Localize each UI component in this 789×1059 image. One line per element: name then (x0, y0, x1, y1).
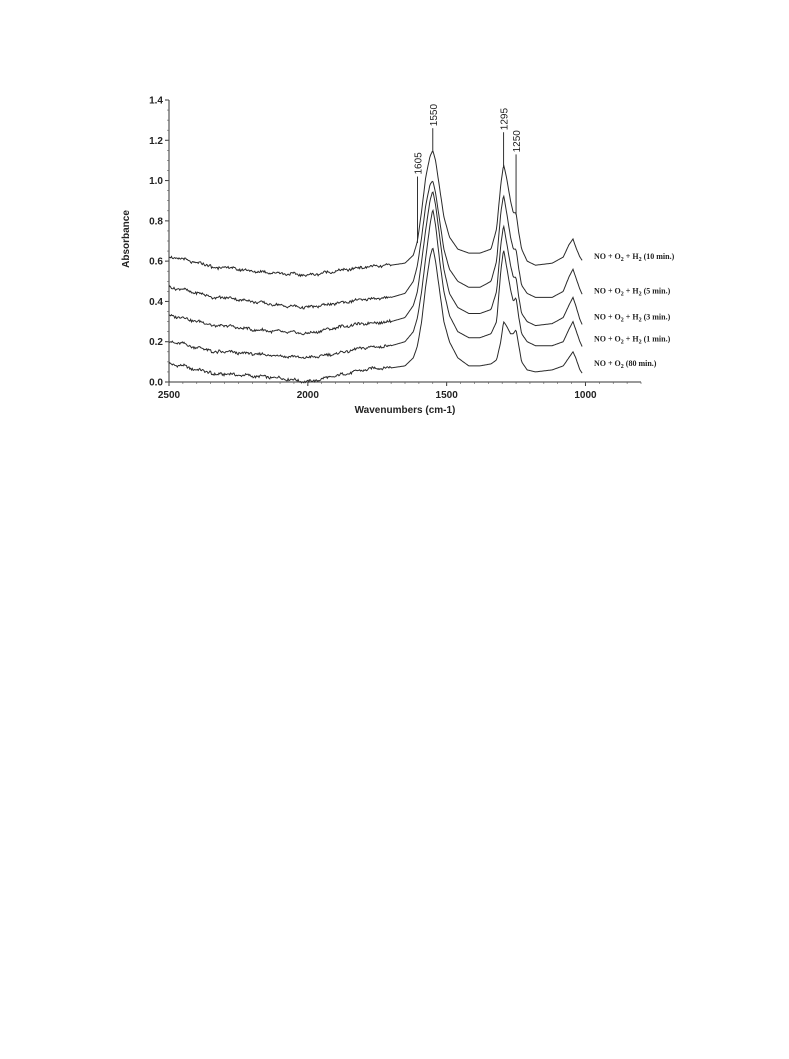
series-line (169, 150, 583, 278)
legend-subscript: 2 (621, 318, 624, 324)
legend-label: NO + O2 + H2 (10 min.) (594, 252, 675, 263)
legend-text-part: (80 min.) (624, 359, 657, 368)
legend-text-part: + H (624, 286, 640, 295)
legend-text-part: (5 min.) (642, 286, 671, 295)
legend-subscript: 2 (621, 364, 624, 370)
series-line (168, 191, 583, 336)
axes: 0.0 0.2 0.4 0.6 0.8 1.0 1.2 1.4 2500 2000 1500 1000 (149, 96, 642, 401)
legend-label: NO + O2 + H2 (5 min.) (594, 286, 671, 297)
legend-subscript: 2 (639, 340, 642, 346)
y-tick-label: 1.2 (149, 136, 163, 147)
legend-subscript: 2 (621, 291, 624, 297)
y-tick-label: 0.4 (149, 297, 163, 308)
legend-text-part: NO + O (594, 313, 621, 322)
y-tick-label: 0.6 (149, 257, 163, 268)
x-axis-title: Wavenumbers (cm-1) (355, 405, 456, 416)
y-tick-label: 1.0 (149, 176, 163, 187)
series-group (168, 150, 583, 384)
series-line (168, 208, 583, 359)
legend-text-part: (10 min.) (642, 252, 675, 261)
y-axis-title: Absorbance (121, 210, 132, 268)
legend-subscript: 2 (639, 257, 642, 263)
legend-text-part: (3 min.) (642, 313, 671, 322)
peak-label: 1550 (429, 104, 440, 127)
x-tick-label: 2500 (158, 390, 181, 401)
peak-label: 1250 (512, 130, 523, 153)
legend-subscript: 2 (639, 291, 642, 297)
x-tick-label: 1000 (574, 390, 597, 401)
y-tick-label: 0.2 (149, 337, 163, 348)
y-tick-label: 0.8 (149, 216, 163, 227)
legend-subscript: 2 (621, 257, 624, 263)
legend-text-part: NO + O (594, 335, 621, 344)
legend-subscript: 2 (621, 340, 624, 346)
x-tick-label: 1500 (436, 390, 459, 401)
legend: NO + O2 (80 min.)NO + O2 + H2 (1 min.)NO… (594, 252, 675, 370)
legend-text-part: NO + O (594, 359, 621, 368)
y-tick-label: 1.4 (149, 96, 163, 107)
x-tick-label: 2000 (297, 390, 320, 401)
y-tick-label: 0.0 (149, 378, 163, 389)
legend-text-part: NO + O (594, 286, 621, 295)
legend-label: NO + O2 + H2 (1 min.) (594, 335, 671, 346)
legend-label: NO + O2 + H2 (3 min.) (594, 313, 671, 324)
legend-text-part: (1 min.) (642, 335, 671, 344)
peak-label: 1605 (413, 152, 424, 175)
series-line (168, 180, 583, 310)
legend-text-part: + H (624, 313, 640, 322)
legend-text-part: NO + O (594, 252, 621, 261)
legend-subscript: 2 (639, 318, 642, 324)
legend-label: NO + O2 (80 min.) (594, 359, 657, 370)
peak-label: 1295 (500, 108, 511, 131)
legend-text-part: + H (624, 252, 640, 261)
legend-text-part: + H (624, 335, 640, 344)
series-line (168, 247, 583, 384)
